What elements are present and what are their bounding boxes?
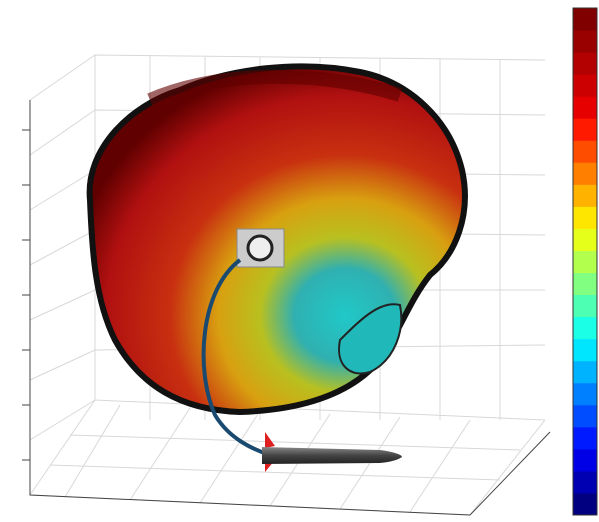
colorbar [572,7,598,516]
colorbar-segment [573,184,597,207]
colorbar-segment [573,118,597,141]
colorbar-segment [573,52,597,75]
probe-icon [246,234,274,262]
colorbar-segment [573,448,597,472]
colorbar-segment [573,426,597,450]
colorbar-segment [573,338,597,362]
colorbar-frame [572,7,598,516]
colorbar-segment [573,382,597,406]
colorbar-segment [573,96,597,119]
colorbar-segment [573,250,597,274]
colorbar-segment [573,228,597,251]
colorbar-segment [573,404,597,428]
colorbar-segment [573,30,597,53]
y-ticks [22,129,30,461]
colorbar-segment [573,470,597,494]
surface-lobe [338,303,403,375]
colorbar-segment [573,492,597,516]
colorbar-segment [573,316,597,340]
colorbar-segment [573,294,597,318]
colorbar-segment [573,206,597,229]
cable [201,258,271,457]
colorbar-segment [573,74,597,97]
colorbar-segment [573,162,597,185]
colorbar-segment [573,8,597,31]
surface-shade [147,69,403,107]
axis-lines [29,100,551,516]
colorbar-segment [573,140,597,163]
colorbar-segment [573,360,597,384]
colorbar-segment [573,272,597,296]
projectile [262,447,402,464]
